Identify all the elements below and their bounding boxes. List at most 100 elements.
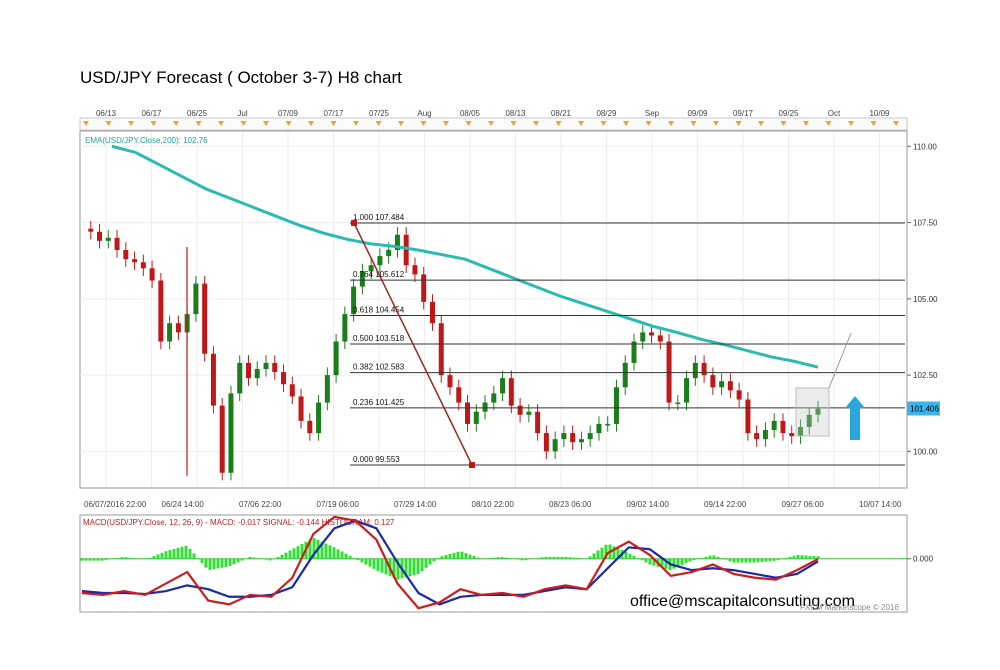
timeline-marker [353,121,359,126]
current-price-label: 101.406 [910,404,939,413]
candle-body [202,283,208,354]
candle-body [806,414,812,427]
macd-histogram-bar [320,541,324,559]
macd-histogram-bar [380,558,384,573]
macd-histogram-bar [100,558,104,561]
timeline-marker [870,121,877,126]
candle-body [719,381,725,388]
timeline-marker [375,121,382,126]
macd-histogram-bar [208,558,212,570]
forecast-trend-line [828,332,852,389]
candle-body [359,271,365,287]
macd-histogram-bar [204,558,208,568]
macd-histogram-bar [648,558,652,565]
timeline-marker [623,121,629,126]
macd-histogram-bar [632,555,636,559]
macd-histogram-bar [628,553,632,559]
macd-histogram-bar [616,548,620,559]
candle-body [578,439,584,443]
macd-histogram-bar [444,555,448,559]
macd-histogram-bar [528,558,532,560]
timeline-marker [668,121,674,126]
macd-histogram-bar [104,558,108,561]
y-axis-label: 102.50 [913,371,938,380]
fibonacci-level-label: 0.382 102.583 [353,363,405,372]
macd-histogram-bar [612,546,616,559]
timeline-marker [398,121,404,126]
macd-histogram-bar [540,557,544,559]
bottom-date-label: 09/27 06:00 [782,500,825,509]
timeline-marker [645,121,652,126]
macd-histogram-bar [140,558,144,560]
macd-histogram-bar [604,544,608,559]
timeline-marker [825,121,832,126]
timeline-marker [443,121,449,126]
candle-body [175,323,181,333]
top-date-label: 08/13 [505,109,526,118]
ema-line [111,144,819,369]
macd-histogram-bar [640,558,644,561]
macd-histogram-bar [784,557,788,559]
candle-body [438,323,444,376]
candle-body [210,353,216,406]
macd-histogram-bar [312,538,316,559]
macd-histogram-bar [684,558,688,564]
candle-body [535,411,541,434]
copyright-text: FXCM Marketscope © 2016 [800,603,899,612]
candle-body [149,268,155,281]
candle-body [789,433,795,437]
macd-line [81,515,819,610]
price-panel-frame [79,130,908,489]
top-date-label: 10/09 [869,109,890,118]
candle-body [132,259,138,263]
macd-histogram-bar [280,554,284,559]
candle-body [684,378,690,403]
candle-body [140,262,146,269]
fibonacci-level-label: 0.000 99.553 [353,455,400,464]
macd-histogram-bar [544,556,548,559]
macd-histogram-bar [200,558,204,563]
macd-histogram-bar [228,558,232,566]
macd-histogram-bar [776,558,780,561]
macd-histogram-bar [660,558,664,568]
macd-signal-line [81,519,819,606]
macd-histogram-bar [556,556,560,559]
macd-histogram-bar [284,552,288,559]
bottom-date-label: 09/02 14:00 [627,500,670,509]
timeline-marker [555,121,562,126]
macd-histogram-bar [80,558,84,561]
macd-histogram-bar [476,557,480,559]
timeline-marker [735,121,742,126]
macd-histogram-bar [524,558,528,561]
top-date-label: 07/17 [323,109,344,118]
macd-histogram-bar [436,558,440,559]
candle-body [219,405,225,473]
macd-histogram-bar [736,558,740,563]
candle-body [754,433,760,440]
macd-histogram-bar [360,558,364,563]
top-date-label: 06/17 [141,109,162,118]
macd-histogram-bar [508,558,512,559]
timeline-marker [578,121,584,126]
timeline-marker [150,121,157,126]
macd-histogram-bar [96,558,100,561]
candle-body [403,234,409,266]
macd-histogram-bar [296,546,300,559]
contact-email: office@mscapitalconsuting.com [630,593,855,610]
candle-body [298,396,304,421]
chart-title: USD/JPY Forecast ( October 3-7) H8 chart [80,68,402,87]
timeline-marker [533,121,539,126]
candle-body [228,393,234,473]
macd-histogram-bar [816,556,820,559]
macd-histogram-bar [704,556,708,559]
candle-body [429,301,435,324]
macd-histogram-bar [764,558,768,562]
candle-body [666,341,672,403]
top-date-label: 09/25 [778,109,799,118]
candle-body [281,372,287,385]
candle-body [657,335,663,342]
top-date-label: 06/25 [187,109,208,118]
macd-histogram-bar [468,554,472,559]
macd-histogram-bar [124,557,128,559]
